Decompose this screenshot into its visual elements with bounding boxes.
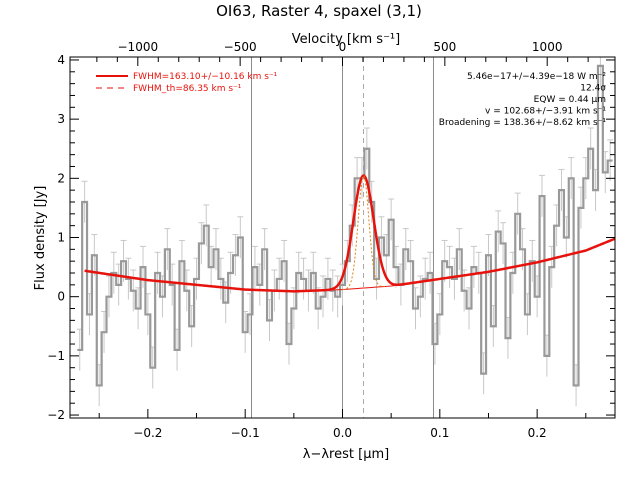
x-tick-label: 0.2 bbox=[528, 426, 547, 440]
data-series-line bbox=[77, 64, 613, 387]
top-tick-label: 500 bbox=[433, 40, 456, 54]
top-tick-label: 1000 bbox=[532, 40, 563, 54]
axes: −0.2 −0.1 0.0 0.1 0.2 −1000 −500 0 500 1000 −2 −1 0 1… bbox=[47, 40, 616, 440]
y-tick-label: 0 bbox=[57, 290, 65, 304]
fit-annotation: EQW = 0.44 μm bbox=[534, 95, 606, 105]
x-tick-label: 0.1 bbox=[430, 426, 449, 440]
fit-annotation: 5.46e−17+/−4.39e−18 W m⁻² bbox=[467, 72, 606, 82]
y-axis-label: Flux density [Jy] bbox=[33, 186, 48, 291]
y-tick-label: 3 bbox=[57, 112, 65, 126]
y-tick-label: −1 bbox=[47, 349, 65, 363]
top-axis-label: Velocity [km s⁻¹] bbox=[292, 32, 400, 47]
y-tick-label: 4 bbox=[57, 53, 65, 67]
chart-title: OI63, Raster 4, spaxel (3,1) bbox=[216, 2, 422, 20]
x-tick-label: −0.2 bbox=[133, 426, 162, 440]
reference-lines bbox=[251, 57, 434, 418]
x-axis-label: λ−λrest [μm] bbox=[303, 447, 389, 462]
y-tick-label: −2 bbox=[47, 408, 65, 422]
fit-annotation: 12.4σ bbox=[580, 84, 606, 94]
fit-annotation: v = 102.68+/−3.91 km s⁻¹ bbox=[485, 107, 606, 117]
x-tick-label: −0.1 bbox=[231, 426, 260, 440]
x-tick-label: 0.0 bbox=[333, 426, 352, 440]
fit-annotation: Broadening = 138.36+/−8.62 km s⁻¹ bbox=[439, 118, 607, 128]
y-tick-label: 1 bbox=[57, 231, 65, 245]
legend: FWHM=163.10+/−10.16 km s⁻¹ FWHM_th=86.35 … bbox=[96, 72, 278, 94]
model-series bbox=[84, 174, 616, 293]
top-tick-label: 0 bbox=[339, 40, 347, 54]
y-tick-label: 2 bbox=[57, 171, 65, 185]
legend-label-fwhm: FWHM=163.10+/−10.16 km s⁻¹ bbox=[133, 72, 278, 82]
fit-thermal-line bbox=[342, 174, 385, 291]
top-tick-label: −500 bbox=[224, 40, 257, 54]
legend-label-fwhm-th: FWHM_th=86.35 km s⁻¹ bbox=[133, 84, 242, 94]
fit-baseline-line bbox=[293, 280, 429, 292]
fit-total-line bbox=[84, 174, 616, 293]
top-tick-label: −1000 bbox=[118, 40, 159, 54]
